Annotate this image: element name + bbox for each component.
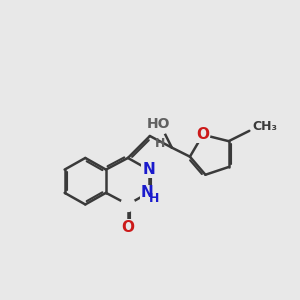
Text: O: O xyxy=(196,127,209,142)
Text: N: N xyxy=(141,185,154,200)
Circle shape xyxy=(196,128,210,142)
Text: H: H xyxy=(155,137,165,150)
Text: O: O xyxy=(122,220,134,235)
Circle shape xyxy=(121,221,135,235)
Text: N: N xyxy=(142,162,155,177)
Circle shape xyxy=(121,197,135,212)
Circle shape xyxy=(142,186,156,200)
Circle shape xyxy=(142,163,156,177)
Text: HO: HO xyxy=(147,117,171,131)
Circle shape xyxy=(154,120,169,134)
Text: H: H xyxy=(149,192,160,205)
Text: CH₃: CH₃ xyxy=(252,121,277,134)
